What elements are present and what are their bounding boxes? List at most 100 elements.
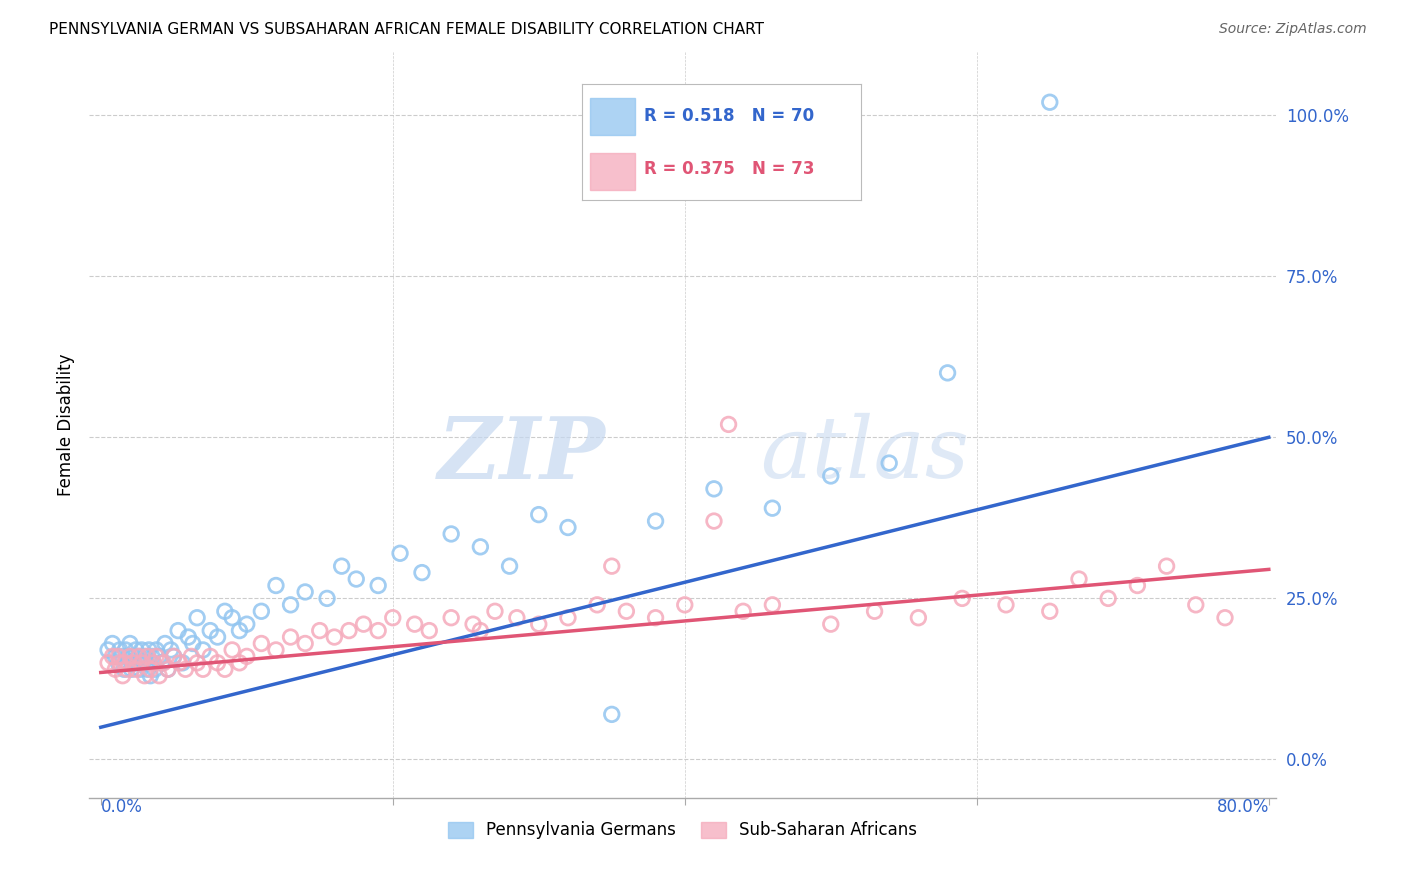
Point (353, 617, 375, 632)
Text: atlas: atlas (759, 413, 969, 496)
Point (936, 366, 959, 380)
Point (673, 598, 696, 612)
Point (115, 656, 138, 670)
Point (703, 514, 725, 528)
Point (111, 669, 134, 683)
Point (120, 662, 142, 676)
Point (250, 636, 273, 650)
Point (1039, 95, 1062, 110)
Point (97, 643, 120, 657)
Text: 0.0%: 0.0% (101, 798, 142, 816)
Text: PENNSYLVANIA GERMAN VS SUBSAHARAN AFRICAN FEMALE DISABILITY CORRELATION CHART: PENNSYLVANIA GERMAN VS SUBSAHARAN AFRICA… (49, 22, 765, 37)
Point (381, 611, 404, 625)
Point (115, 662, 138, 676)
Point (145, 649, 167, 664)
Point (112, 662, 135, 676)
Point (214, 604, 236, 618)
Point (703, 482, 725, 496)
Point (411, 566, 433, 580)
Point (142, 656, 165, 670)
Point (600, 707, 623, 722)
Point (118, 649, 141, 664)
Point (264, 578, 287, 592)
Point (1067, 572, 1090, 586)
Point (280, 598, 302, 612)
Legend: Pennsylvania Germans, Sub-Saharan Africans: Pennsylvania Germans, Sub-Saharan Africa… (441, 814, 924, 846)
Point (128, 649, 150, 664)
Point (506, 611, 529, 625)
Point (1126, 578, 1149, 592)
Point (122, 656, 145, 670)
Point (104, 662, 127, 676)
Point (163, 649, 186, 664)
Point (323, 630, 346, 644)
Point (250, 604, 273, 618)
Point (122, 649, 145, 664)
Point (132, 656, 155, 670)
Point (128, 649, 150, 664)
Point (145, 643, 167, 657)
Point (152, 656, 174, 670)
Point (177, 630, 200, 644)
Point (167, 624, 190, 638)
Point (614, 604, 637, 618)
Point (950, 591, 973, 606)
Point (600, 559, 623, 574)
Text: ZIP: ZIP (437, 413, 606, 496)
Point (127, 656, 149, 670)
Point (761, 598, 783, 612)
Point (97, 656, 120, 670)
Point (118, 636, 141, 650)
Point (316, 591, 339, 606)
Point (440, 611, 463, 625)
Point (470, 624, 492, 638)
Point (644, 611, 666, 625)
Point (136, 649, 159, 664)
Point (139, 662, 162, 676)
Point (367, 578, 389, 592)
Point (337, 624, 360, 638)
Point (733, 604, 755, 618)
Point (280, 630, 302, 644)
Point (108, 656, 131, 670)
Text: 80.0%: 80.0% (1216, 798, 1268, 816)
Point (101, 649, 124, 664)
Y-axis label: Female Disability: Female Disability (58, 353, 75, 496)
Point (221, 643, 243, 657)
Point (124, 656, 146, 670)
Point (174, 662, 197, 676)
Point (129, 662, 152, 676)
Point (367, 624, 389, 638)
Point (330, 559, 353, 574)
Point (112, 656, 135, 670)
Point (1156, 559, 1178, 574)
Point (644, 514, 666, 528)
Point (1039, 604, 1062, 618)
Point (527, 617, 550, 632)
Point (236, 649, 259, 664)
Point (200, 624, 222, 638)
Point (107, 649, 129, 664)
Point (139, 669, 162, 683)
Point (484, 604, 506, 618)
Point (820, 469, 842, 483)
Point (1097, 591, 1119, 606)
Point (180, 649, 202, 664)
Point (907, 611, 929, 625)
Point (1213, 611, 1236, 625)
Point (191, 643, 214, 657)
Point (136, 662, 159, 676)
Point (150, 656, 173, 670)
Point (186, 611, 208, 625)
Point (169, 656, 191, 670)
Text: Source: ZipAtlas.com: Source: ZipAtlas.com (1219, 22, 1367, 37)
Point (557, 611, 579, 625)
Point (207, 630, 229, 644)
Point (877, 456, 900, 470)
Point (820, 617, 842, 632)
Point (557, 520, 579, 534)
Point (135, 656, 157, 670)
Point (163, 649, 186, 664)
Point (172, 656, 194, 670)
Point (101, 636, 124, 650)
